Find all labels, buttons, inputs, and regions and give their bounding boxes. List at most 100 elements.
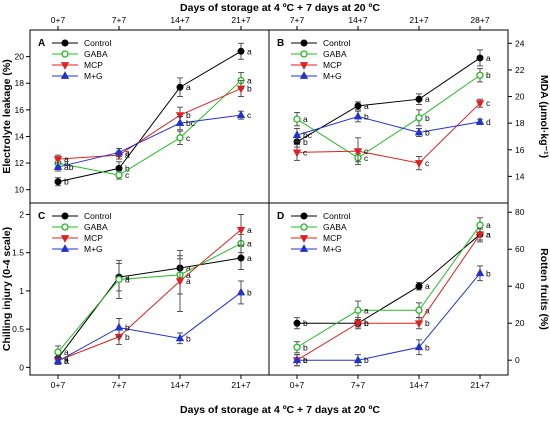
y-tick-label: 10 [15, 185, 25, 195]
significance-label: b [303, 355, 308, 365]
x-tick-label: 7+7 [290, 15, 305, 25]
significance-label: a [186, 263, 191, 273]
y-tick-label: 24 [515, 38, 525, 48]
legend-label: MCP [323, 60, 342, 70]
significance-label: ab [64, 162, 74, 172]
y-tick-label: 2 [19, 209, 24, 219]
x-tick-label: 7+7 [112, 380, 127, 390]
significance-label: d [486, 117, 491, 127]
series-line [296, 57, 481, 143]
significance-label: b [364, 318, 369, 328]
data-point [115, 275, 123, 284]
significance-label: a [486, 53, 491, 63]
panel-letter: B [277, 38, 284, 49]
legend-label: MCP [84, 233, 103, 243]
y-tick-label: 0.5 [12, 324, 24, 334]
data-point [175, 333, 185, 342]
legend-marker [300, 223, 308, 231]
data-point [414, 342, 424, 351]
significance-label: c [364, 153, 369, 163]
data-point [53, 156, 63, 164]
y-tick-label: 0 [19, 362, 24, 372]
data-point [354, 306, 362, 314]
data-point [237, 254, 245, 262]
significance-label: b [486, 70, 491, 80]
significance-label: b [125, 332, 130, 342]
significance-label: a [64, 353, 69, 363]
series-line [296, 234, 481, 361]
bottom-x-axis-title: Days of storage at 4 ºC + 7 days at 20 º… [180, 404, 380, 416]
series-line [296, 102, 481, 164]
x-tick-label: 7+7 [351, 380, 366, 390]
series-gaba: aa aa [54, 233, 252, 359]
significance-label: a [247, 225, 252, 235]
significance-label: a [486, 229, 491, 239]
significance-label: b [186, 333, 191, 343]
x-tick-label: 0+7 [51, 380, 66, 390]
significance-label: b [247, 287, 252, 297]
legend-marker [61, 39, 69, 47]
significance-label: b [364, 112, 369, 122]
legend-marker [60, 62, 70, 70]
data-point [115, 171, 123, 179]
series-line [297, 234, 481, 324]
series-line [57, 80, 242, 176]
legend-label: Control [323, 38, 351, 48]
data-point [54, 348, 62, 356]
legend-label: GABA [323, 222, 347, 232]
panel-frame [268, 202, 509, 376]
series-line [296, 224, 481, 348]
significance-label: c [186, 133, 191, 143]
x-tick-label: 0+7 [51, 15, 66, 25]
significance-label: a [364, 101, 369, 111]
y-tick-label: 16 [515, 145, 525, 155]
y-tick-label: 20 [515, 318, 525, 328]
y-tick-label: 1.5 [12, 248, 24, 258]
y-tick-label: 12 [15, 158, 25, 168]
significance-label: b [247, 84, 252, 94]
significance-label: a [486, 220, 491, 230]
significance-label: b [425, 127, 430, 137]
significance-label: b [125, 163, 130, 173]
legend-marker [60, 235, 70, 243]
significance-label: a [486, 229, 491, 239]
significance-label: b [425, 113, 430, 123]
x-tick-label: 28+7 [470, 15, 489, 25]
significance-label: a [186, 276, 191, 286]
legend-label: GABA [84, 222, 108, 232]
x-tick-label: 0+7 [290, 380, 305, 390]
y-tick-label: 40 [515, 281, 525, 291]
data-point [414, 320, 424, 329]
y-axis-title: Rotten fruits (%) [538, 248, 550, 330]
data-point [414, 127, 424, 136]
significance-label: a [364, 305, 369, 315]
significance-label: c [364, 146, 369, 156]
x-tick-label: 14+7 [170, 380, 189, 390]
data-point [292, 130, 302, 139]
data-point [414, 160, 424, 168]
x-tick-label: 21+7 [470, 380, 489, 390]
x-tick-label: 14+7 [409, 380, 428, 390]
data-point [53, 162, 63, 170]
data-point [53, 356, 63, 365]
data-point [475, 231, 485, 240]
legend-label: MCP [323, 233, 342, 243]
series-mcp: cb ba [292, 228, 491, 367]
legend-marker [60, 71, 70, 79]
series-line [57, 257, 242, 359]
significance-label: b [425, 342, 430, 352]
series-line [57, 292, 242, 362]
data-point [54, 178, 62, 186]
y-axis-title: Electrolyte leakage (%) [1, 59, 13, 173]
legend-marker [300, 39, 308, 47]
data-point [114, 147, 124, 156]
significance-label: c [303, 147, 308, 157]
